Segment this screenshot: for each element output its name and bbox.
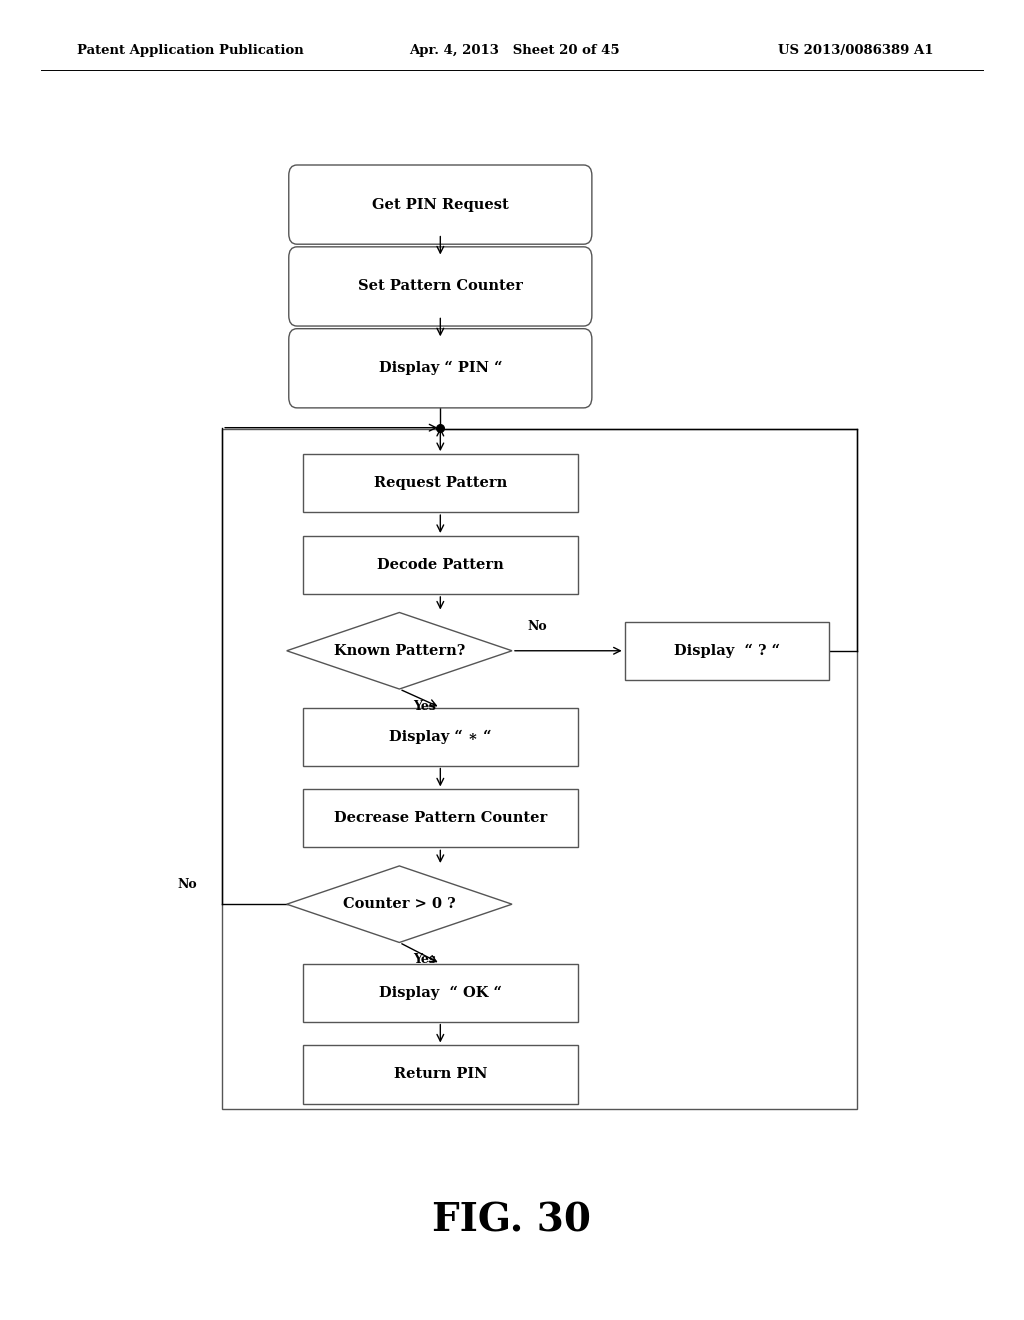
- Bar: [303, 964, 578, 1022]
- Text: Yes: Yes: [414, 700, 436, 713]
- Text: Display  “ ? “: Display “ ? “: [674, 644, 780, 657]
- Text: No: No: [177, 878, 197, 891]
- Text: Known Pattern?: Known Pattern?: [334, 644, 465, 657]
- Polygon shape: [287, 612, 512, 689]
- Bar: [222, 429, 857, 1109]
- Polygon shape: [287, 866, 512, 942]
- Bar: [303, 708, 578, 766]
- Bar: [303, 536, 578, 594]
- Text: Display “ PIN “: Display “ PIN “: [379, 362, 502, 375]
- Bar: [625, 622, 829, 680]
- Text: Display  “ OK “: Display “ OK “: [379, 986, 502, 999]
- Text: Set Pattern Counter: Set Pattern Counter: [357, 280, 523, 293]
- FancyBboxPatch shape: [289, 247, 592, 326]
- Text: No: No: [527, 620, 548, 634]
- Text: Request Pattern: Request Pattern: [374, 477, 507, 490]
- FancyBboxPatch shape: [289, 165, 592, 244]
- FancyBboxPatch shape: [289, 329, 592, 408]
- Text: Yes: Yes: [414, 953, 436, 966]
- Text: Decrease Pattern Counter: Decrease Pattern Counter: [334, 812, 547, 825]
- Bar: [303, 1045, 578, 1104]
- Text: FIG. 30: FIG. 30: [432, 1203, 592, 1239]
- Text: US 2013/0086389 A1: US 2013/0086389 A1: [778, 44, 934, 57]
- Text: Apr. 4, 2013   Sheet 20 of 45: Apr. 4, 2013 Sheet 20 of 45: [410, 44, 621, 57]
- Text: Display “ ∗ “: Display “ ∗ “: [389, 730, 492, 743]
- Bar: [303, 454, 578, 512]
- Text: Patent Application Publication: Patent Application Publication: [77, 44, 303, 57]
- Text: Return PIN: Return PIN: [393, 1068, 487, 1081]
- Text: Decode Pattern: Decode Pattern: [377, 558, 504, 572]
- Bar: [303, 789, 578, 847]
- Text: Get PIN Request: Get PIN Request: [372, 198, 509, 211]
- Text: Counter > 0 ?: Counter > 0 ?: [343, 898, 456, 911]
